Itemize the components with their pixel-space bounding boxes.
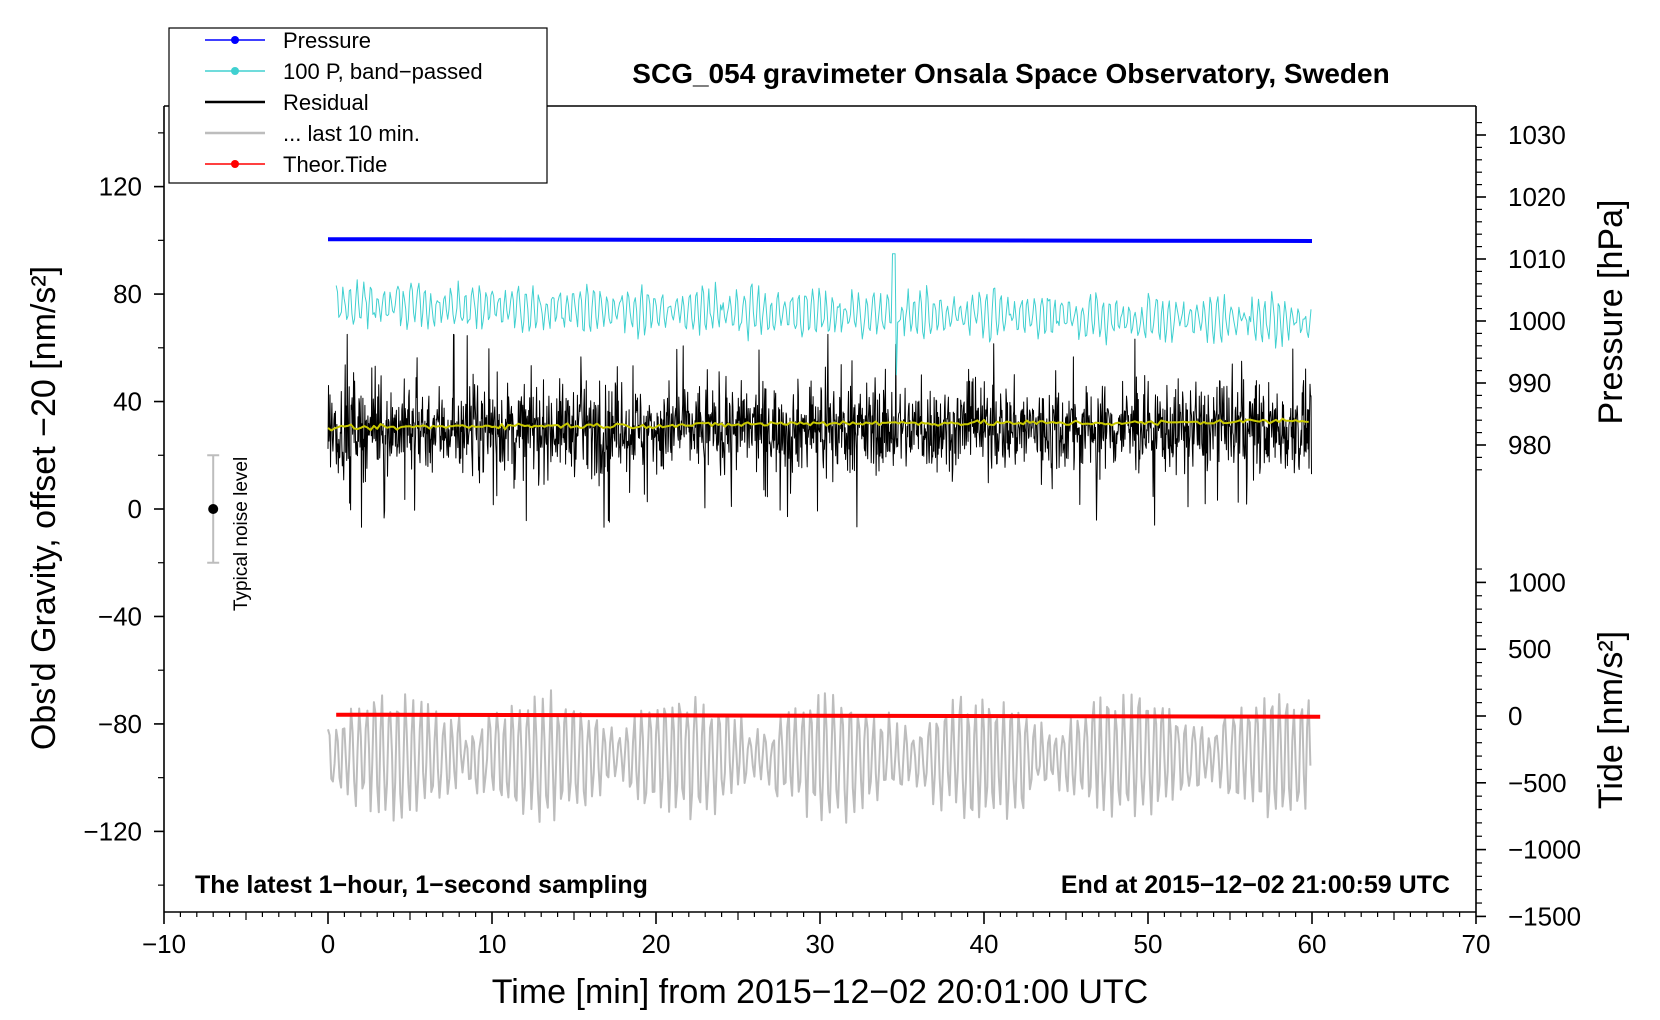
legend-dot-tide: [231, 160, 239, 168]
last10-line: [327, 689, 1312, 824]
y-tick-label-3: 0: [128, 494, 142, 524]
pressure-tick-label-2: 1010: [1508, 244, 1566, 274]
x-tick-label-5: 40: [970, 929, 999, 959]
legend-item-pressure: Pressure: [205, 28, 371, 53]
legend-item-last10: ... last 10 min.: [205, 121, 420, 146]
legend-label-pressure: Pressure: [283, 28, 371, 53]
x-tick-label-8: 70: [1462, 929, 1491, 959]
series-residual: [327, 333, 1312, 528]
tide-tick-label-4: −1000: [1508, 835, 1581, 865]
y-tick-label-4: −40: [98, 601, 142, 631]
legend-label-residual: Residual: [283, 90, 369, 115]
legend-item-bandpassed: 100 P, band−passed: [205, 59, 483, 84]
series-bandpassed: [335, 253, 1312, 376]
x-tick-label-4: 30: [806, 929, 835, 959]
legend-label-tide: Theor.Tide: [283, 152, 387, 177]
y-axis-ticks-left: 120 80 40 0 −40 −80 −120: [83, 132, 164, 886]
y-tick-label-0: 120: [99, 172, 142, 202]
legend: Pressure 100 P, band−passed Residual ...…: [168, 27, 548, 184]
x-tick-label-7: 60: [1298, 929, 1327, 959]
annotation-right: End at 2015−12−02 21:00:59 UTC: [1061, 871, 1450, 899]
y-tick-label-2: 40: [113, 387, 142, 417]
noise-level-label: Typical noise level: [231, 457, 252, 611]
series-theor-tide: [336, 712, 1321, 719]
bandpassed-line: [335, 253, 1312, 376]
legend-dot-bandpassed: [231, 67, 239, 75]
legend-item-residual: Residual: [205, 90, 369, 115]
pressure-tick-label-4: 990: [1508, 368, 1551, 398]
smoothed-residual-line: [327, 417, 1309, 432]
legend-label-bandpassed: 100 P, band−passed: [283, 59, 483, 84]
annotation-left: The latest 1−hour, 1−second sampling: [195, 871, 648, 899]
series-last10: [327, 689, 1312, 824]
x-axis-title: Time [min] from 2015−12−02 20:01:00 UTC: [492, 973, 1148, 1011]
pressure-tick-label-0: 1030: [1508, 120, 1566, 150]
pressure-axis-ticks: 1030 1020 1010 1000 990 980: [1476, 120, 1566, 471]
y-tick-label-6: −120: [83, 816, 142, 846]
x-tick-label-6: 50: [1134, 929, 1163, 959]
legend-dot-pressure: [231, 36, 239, 44]
legend-label-last10: ... last 10 min.: [283, 121, 420, 146]
y-axis-title-left: Obs'd Gravity, offset −20 [nm/s²]: [25, 266, 63, 750]
pressure-tick-label-5: 980: [1508, 430, 1551, 460]
tide-tick-label-5: −1500: [1508, 901, 1581, 931]
pressure-tick-label-3: 1000: [1508, 306, 1566, 336]
pressure-line: [327, 237, 1313, 243]
series-residual-smoothed: [327, 417, 1309, 432]
noise-level-marker: [207, 454, 220, 564]
x-tick-label-3: 20: [642, 929, 671, 959]
y-axis-title-tide: Tide [nm/s²]: [1592, 631, 1630, 809]
tide-tick-label-1: 500: [1508, 634, 1551, 664]
legend-box: [168, 27, 548, 184]
x-tick-label-0: −10: [142, 929, 186, 959]
y-tick-label-5: −80: [98, 709, 142, 739]
y-axis-title-pressure: Pressure [hPa]: [1592, 200, 1630, 425]
x-axis-ticks: −10 0 10 20 30 40 50 60 70: [142, 912, 1491, 959]
x-tick-label-1: 0: [321, 929, 335, 959]
tide-axis-ticks: 1000 500 0 −500 −1000 −1500: [1476, 567, 1581, 931]
tide-line: [336, 712, 1321, 719]
series-pressure: [327, 237, 1313, 243]
tide-tick-label-2: 0: [1508, 701, 1522, 731]
tide-tick-label-0: 1000: [1508, 567, 1566, 597]
tide-tick-label-3: −500: [1508, 768, 1567, 798]
legend-item-tide: Theor.Tide: [205, 152, 387, 177]
chart-title: SCG_054 gravimeter Onsala Space Observat…: [632, 58, 1389, 89]
residual-line: [327, 333, 1312, 528]
y-tick-label-1: 80: [113, 279, 142, 309]
x-tick-label-2: 10: [478, 929, 507, 959]
noise-bar-center-point: [208, 504, 219, 514]
pressure-tick-label-1: 1020: [1508, 182, 1566, 212]
